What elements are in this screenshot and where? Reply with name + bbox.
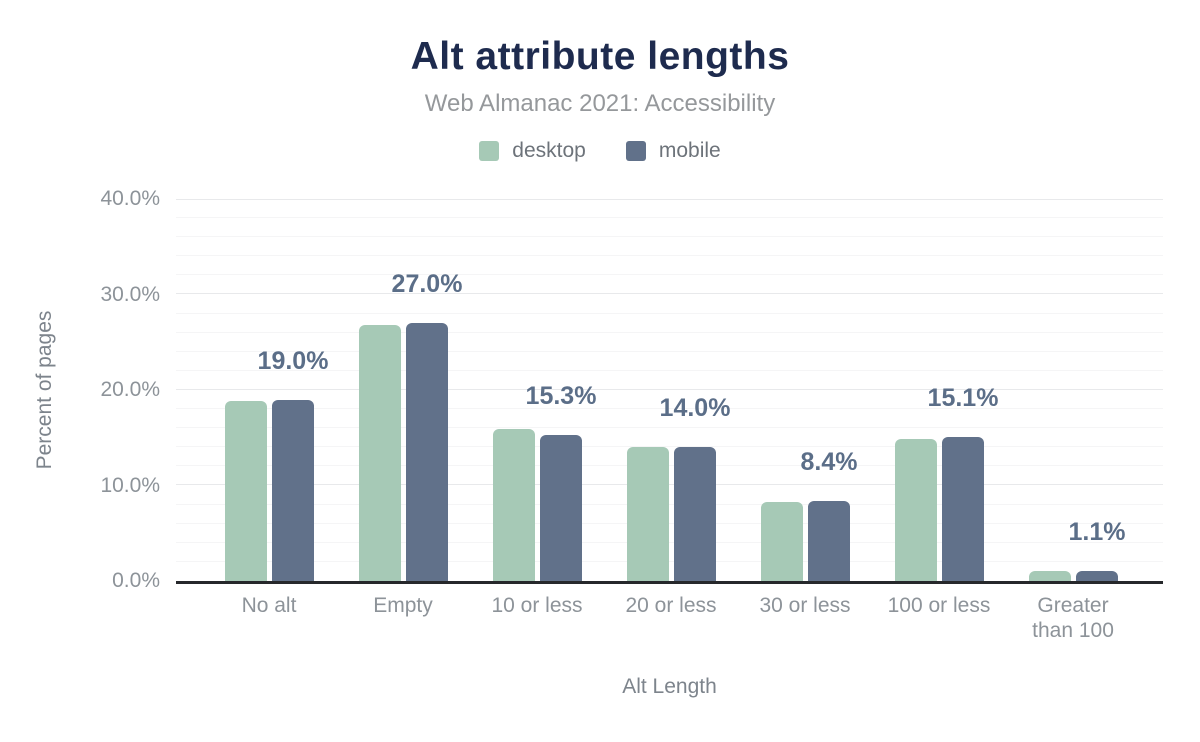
major-gridline [176, 389, 1163, 390]
minor-gridline [176, 351, 1163, 352]
major-gridline [176, 293, 1163, 294]
y-tick-label: 40.0% [100, 187, 160, 210]
y-tick-label: 20.0% [100, 378, 160, 401]
bar-desktop-20-or-less[interactable] [626, 447, 669, 581]
minor-gridline [176, 236, 1163, 237]
x-tick-label-100-or-less: 100 or less [872, 593, 1006, 643]
minor-gridline [176, 446, 1163, 447]
bar-mobile-no-alt[interactable] [271, 399, 314, 581]
major-gridline [176, 199, 1163, 200]
x-tick-label-greater-than-100: Greater than 100 [1006, 593, 1140, 643]
bar-mobile-10-or-less[interactable] [539, 434, 582, 581]
y-tick-label: 10.0% [100, 473, 160, 497]
bar-desktop-no-alt[interactable] [224, 400, 267, 581]
bar-group-20-or-less: 14.0% [604, 199, 738, 581]
x-tick-label-text: Empty [373, 594, 433, 617]
minor-gridline [176, 370, 1163, 371]
bar-value-label: 8.4% [800, 447, 858, 476]
minor-gridline [176, 408, 1163, 409]
minor-gridline [176, 542, 1163, 543]
y-axis: 0.0% 10.0% 20.0% 30.0% 40.0% [0, 187, 160, 592]
bar-group-empty: 27.0% [336, 199, 470, 581]
bar-mobile-empty[interactable] [405, 323, 448, 581]
chart-body: Percent of pages 0.0% 10.0% 20.0% 30.0% 40.0… [0, 187, 1200, 698]
x-tick-label-text: 100 or less [887, 594, 991, 617]
x-axis-title: Alt Length [622, 675, 717, 698]
bar-desktop-100-or-less[interactable] [894, 438, 937, 581]
minor-gridline [176, 465, 1163, 466]
bar-desktop-30-or-less[interactable] [760, 501, 803, 581]
minor-gridline [176, 274, 1163, 275]
minor-gridline [176, 332, 1163, 333]
major-gridline [176, 484, 1163, 485]
bar-mobile-20-or-less[interactable] [673, 447, 716, 581]
legend-item-desktop: desktop [479, 139, 586, 163]
bar-value-label: 1.1% [1068, 517, 1126, 546]
minor-gridline [176, 427, 1163, 428]
plot-area: 19.0% 27.0% 15.3% 14.0% 8.4% 15.1% 1.1% [176, 199, 1163, 584]
x-tick-label-empty: Empty [336, 593, 470, 643]
x-tick-label-10-or-less: 10 or less [470, 593, 604, 643]
legend-label: mobile [658, 139, 721, 162]
bar-group-30-or-less: 8.4% [738, 199, 872, 581]
bar-group-no-alt: 19.0% [202, 199, 336, 581]
bar-desktop-10-or-less[interactable] [492, 429, 535, 581]
bar-mobile-100-or-less[interactable] [941, 436, 984, 581]
bar-value-label: 27.0% [391, 270, 463, 299]
bar-group-10-or-less: 15.3% [470, 199, 604, 581]
bar-group-100-or-less: 15.1% [872, 199, 1006, 581]
x-tick-label-text: 30 or less [759, 594, 851, 617]
bar-mobile-greater-than-100[interactable] [1075, 570, 1118, 581]
legend-swatch-mobile [625, 141, 646, 161]
x-tick-label-20-or-less: 20 or less [604, 593, 738, 643]
x-axis-labels: No alt Empty 10 or less 20 or less 30 or les… [202, 593, 1140, 643]
bar-value-label: 19.0% [257, 346, 329, 375]
bar-value-label: 15.3% [525, 381, 597, 410]
bar-desktop-empty[interactable] [358, 325, 401, 581]
bar-group-greater-than-100: 1.1% [1006, 199, 1140, 581]
minor-gridline [176, 523, 1163, 524]
chart-title: Alt attribute lengths [410, 35, 790, 78]
legend-label: desktop [512, 139, 586, 162]
minor-gridline [176, 255, 1163, 256]
x-tick-label-text: 10 or less [491, 594, 583, 617]
plot-column: 19.0% 27.0% 15.3% 14.0% 8.4% 15.1% 1.1% No alt… [176, 199, 1163, 699]
legend-swatch-desktop [479, 141, 500, 161]
bar-value-label: 14.0% [659, 394, 731, 423]
x-tick-label-text: Greater than 100 [1032, 594, 1114, 642]
minor-gridline [176, 217, 1163, 218]
minor-gridline [176, 561, 1163, 562]
bar-desktop-greater-than-100[interactable] [1028, 570, 1071, 581]
x-tick-label-30-or-less: 30 or less [738, 593, 872, 643]
y-tick-label: 30.0% [100, 282, 160, 306]
x-tick-label-text: No alt [241, 594, 297, 617]
minor-gridline [176, 504, 1163, 505]
minor-gridline [176, 313, 1163, 314]
legend: desktop mobile [0, 139, 1200, 163]
bar-groups: 19.0% 27.0% 15.3% 14.0% 8.4% 15.1% 1.1% [202, 199, 1140, 581]
legend-item-mobile: mobile [625, 139, 721, 163]
y-tick-label: 0.0% [112, 569, 160, 592]
x-tick-label-no-alt: No alt [202, 593, 336, 643]
chart-subtitle: Web Almanac 2021: Accessibility [424, 90, 776, 117]
bar-value-label: 15.1% [927, 383, 999, 412]
x-tick-label-text: 20 or less [625, 594, 717, 617]
bar-mobile-30-or-less[interactable] [807, 500, 850, 581]
